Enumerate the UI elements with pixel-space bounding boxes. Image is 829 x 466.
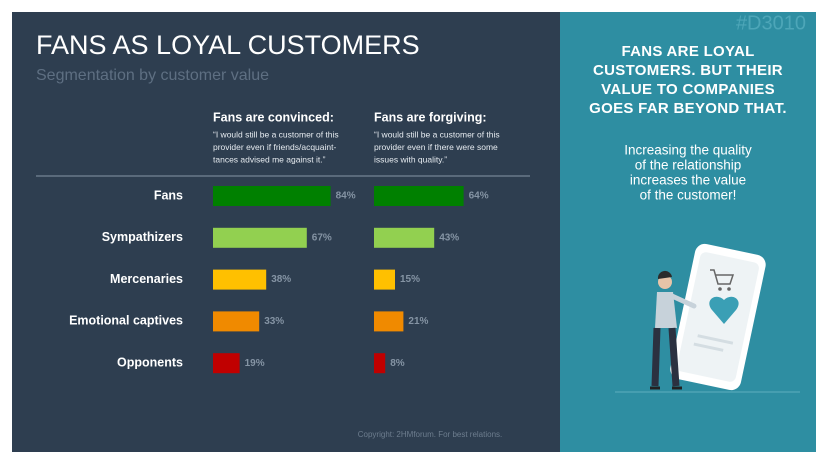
bar	[374, 311, 404, 332]
panel-heading: GOES FAR BEYOND THAT.	[589, 100, 787, 117]
category-label: Emotional captives	[69, 314, 183, 328]
value-label: 64%	[469, 191, 489, 202]
category-label: Opponents	[117, 355, 183, 369]
bar	[213, 227, 307, 248]
panel-heading: FANS ARE LOYAL	[621, 43, 754, 60]
series-name: Fans are convinced:	[213, 110, 334, 124]
bar	[213, 269, 267, 290]
bar	[213, 353, 240, 374]
category-label: Mercenaries	[110, 272, 183, 286]
series-note: “I would still be a customer of this	[374, 129, 500, 139]
copyright: Copyright: 2HMforum. For best relations.	[358, 430, 503, 439]
value-label: 43%	[439, 232, 459, 243]
series-note: tances advised me against it.”	[213, 154, 326, 164]
panel-heading: VALUE TO COMPANIES	[601, 81, 775, 98]
illustration	[615, 243, 800, 393]
panel-body: increases the value	[630, 173, 746, 188]
bar	[213, 186, 331, 206]
slide-tag: #D3010	[736, 12, 806, 34]
value-label: 67%	[312, 232, 332, 243]
category-label: Fans	[154, 188, 183, 202]
slide-subtitle: Segmentation by customer value	[36, 67, 269, 84]
series-name: Fans are forgiving:	[374, 110, 487, 124]
bar	[213, 311, 260, 332]
bar	[374, 186, 464, 206]
panel-heading: CUSTOMERS. BUT THEIR	[593, 62, 783, 79]
panel-body: of the customer!	[640, 188, 737, 203]
value-label: 38%	[271, 274, 291, 285]
category-label: Sympathizers	[102, 230, 183, 244]
bar	[374, 353, 386, 374]
value-label: 21%	[408, 316, 428, 327]
value-label: 84%	[336, 191, 356, 202]
panel-body: of the relationship	[635, 158, 742, 173]
bar	[374, 227, 435, 248]
series-note: provider even if friends/acquaint-	[213, 142, 336, 152]
value-label: 8%	[390, 358, 405, 369]
slide-title: FANS AS LOYAL CUSTOMERS	[36, 30, 420, 60]
value-label: 33%	[264, 316, 284, 327]
series-note: provider even if there were some	[374, 142, 498, 152]
bar	[374, 269, 395, 290]
value-label: 15%	[400, 274, 420, 285]
value-label: 19%	[245, 358, 265, 369]
series-note: “I would still be a customer of this	[213, 129, 339, 139]
series-note: issues with quality.”	[374, 154, 447, 164]
panel-body: Increasing the quality	[624, 143, 752, 158]
